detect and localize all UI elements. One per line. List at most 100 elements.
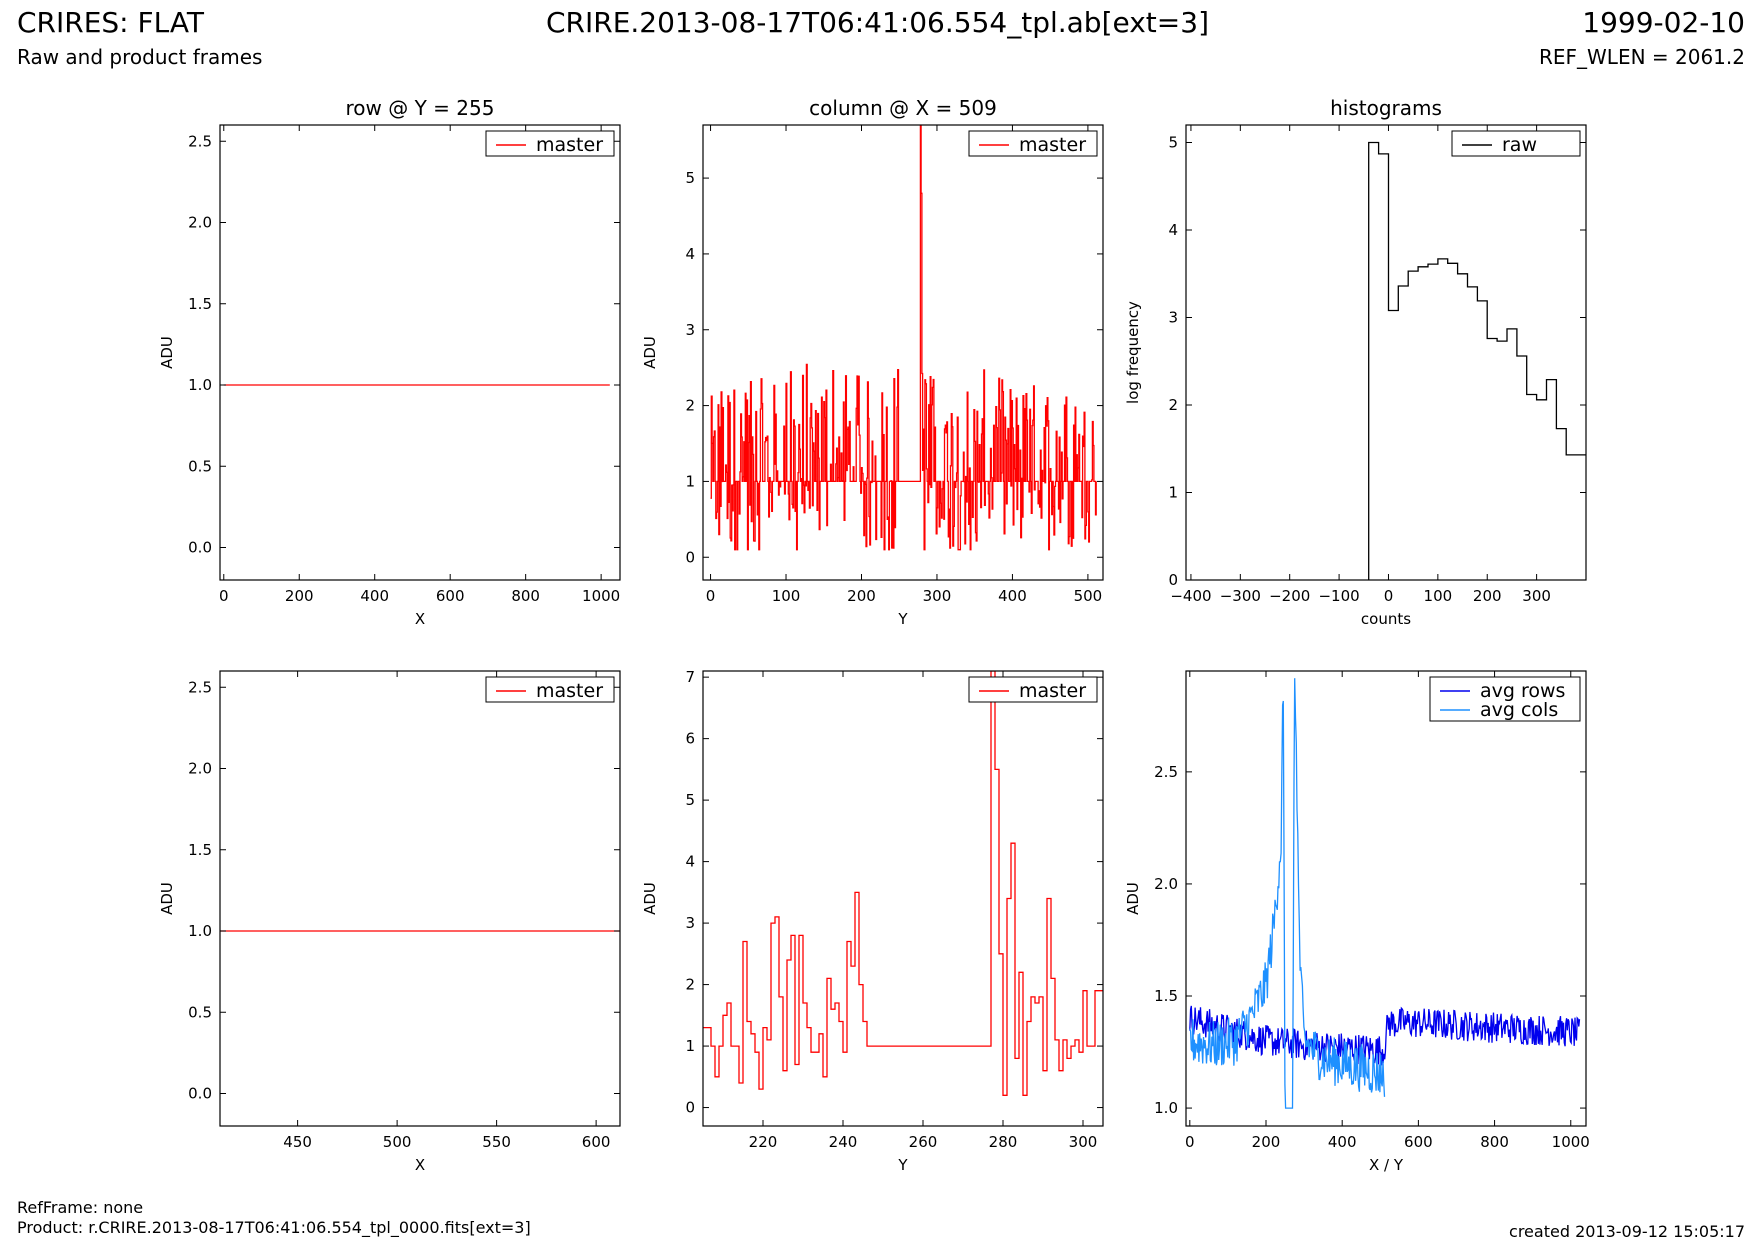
product-note: Product: r.CRIRE.2013-08-17T06:41:06.554… [17, 1218, 531, 1237]
x-axis-label: X [415, 1156, 425, 1174]
chart-title: row @ Y = 255 [346, 96, 495, 120]
y-tick-label: 1.5 [188, 295, 212, 313]
y-axis-label: ADU [158, 336, 176, 369]
plot-area [1186, 125, 1586, 580]
x-tick-label: 100 [1424, 587, 1453, 605]
created-timestamp: created 2013-09-12 15:05:17 [1509, 1222, 1745, 1241]
y-tick-label: 0 [685, 1099, 695, 1117]
plot-frame [1185, 670, 1587, 1127]
y-tick-label: 2.0 [188, 760, 212, 778]
series-line-raw [1368, 141, 1586, 580]
x-axis-label: Y [897, 1156, 908, 1174]
x-tick-label: 500 [383, 1133, 412, 1151]
x-tick-label: 300 [1522, 587, 1551, 605]
y-tick-label: 2.5 [188, 678, 212, 696]
x-tick-label: 240 [829, 1133, 858, 1151]
x-axis-label: X [415, 610, 425, 628]
chart-panel-3: −400 −300 −200 −100 0 100 200 300 0 1 2 3 4 5 histogra… [1124, 96, 1587, 628]
y-tick-label: 0 [1168, 571, 1178, 589]
report-subtitle: Raw and product frames [17, 45, 263, 69]
y-tick-label: 2 [685, 397, 695, 415]
y-tick-label: 7 [685, 668, 695, 686]
legend: master [968, 130, 1098, 157]
x-tick-label: 400 [360, 587, 389, 605]
x-tick-label: 500 [1074, 587, 1103, 605]
y-tick-label: 6 [685, 730, 695, 748]
y-axis-label: ADU [641, 882, 659, 915]
x-tick-label: 400 [998, 587, 1027, 605]
x-tick-label: 260 [909, 1133, 938, 1151]
plot-frame [219, 670, 621, 1127]
y-axis-label: ADU [1124, 882, 1142, 915]
x-tick-label: 0 [1384, 587, 1394, 605]
x-tick-label: −200 [1269, 587, 1310, 605]
plot-frame [1185, 124, 1587, 581]
y-axis-label: ADU [158, 882, 176, 915]
x-tick-label: 800 [1480, 1133, 1509, 1151]
legend: master [485, 130, 615, 157]
chart-panel-2: 0 100 200 300 400 500 0 1 2 3 4 5 column @ X = 509 Y A… [641, 96, 1104, 628]
y-axis-label: ADU [641, 336, 659, 369]
legend-label: master [536, 680, 603, 702]
y-tick-label: 3 [685, 914, 695, 932]
y-tick-label: 0.0 [188, 1085, 212, 1103]
chart-panel-5: 220 240 260 280 300 0 1 2 3 4 5 6 7 Y ADU master [641, 668, 1104, 1174]
legend-box [968, 676, 1098, 703]
chart-panel-1: 0 200 400 600 800 1000 0.0 0.5 1.0 1.5 2.0 2.5 row @… [158, 96, 621, 628]
x-axis-label: counts [1361, 610, 1411, 628]
x-tick-label: 400 [1328, 1133, 1357, 1151]
legend: raw [1451, 130, 1581, 157]
x-tick-label: 100 [772, 587, 801, 605]
legend-label: master [1019, 134, 1086, 156]
plot-area [220, 125, 620, 580]
legend-label: avg rows [1480, 680, 1565, 702]
x-tick-label: 600 [582, 1133, 611, 1151]
legend-box [485, 130, 615, 157]
x-tick-label: 550 [482, 1133, 511, 1151]
x-tick-label: 200 [1252, 1133, 1281, 1151]
y-tick-label: 1 [1168, 484, 1178, 502]
y-tick-label: 4 [685, 245, 695, 263]
legend-label: master [536, 134, 603, 156]
plot-frame [702, 124, 1104, 581]
x-tick-label: 200 [285, 587, 314, 605]
report-title: CRIRES: FLAT [17, 6, 204, 39]
series-line-avg-cols [1189, 678, 1386, 1109]
y-tick-label: 5 [685, 169, 695, 187]
x-tick-label: 600 [436, 587, 465, 605]
y-tick-label: 2 [1168, 396, 1178, 414]
series-line-master [703, 671, 1103, 1096]
ref-frame-note: RefFrame: none [17, 1198, 144, 1217]
x-tick-label: 0 [706, 587, 716, 605]
legend-box [1451, 130, 1581, 157]
chart-panel-4: 450 500 550 600 0.0 0.5 1.0 1.5 2.0 2.5 X ADU master [158, 670, 621, 1174]
y-tick-label: 3 [1168, 309, 1178, 327]
legend-label: master [1019, 680, 1086, 702]
ref-wlen: REF_WLEN = 2061.2 [1538, 45, 1745, 69]
chart-title: histograms [1330, 96, 1442, 120]
plot-area [220, 671, 620, 1126]
y-tick-label: 1.0 [188, 376, 212, 394]
y-tick-label: 4 [685, 853, 695, 871]
x-axis-label: Y [897, 610, 908, 628]
x-tick-label: 800 [511, 587, 540, 605]
y-tick-label: 1.0 [1154, 1099, 1178, 1117]
y-tick-label: 2.0 [188, 214, 212, 232]
y-tick-label: 2.5 [188, 132, 212, 150]
x-tick-label: 220 [749, 1133, 778, 1151]
x-tick-label: 0 [1185, 1133, 1195, 1151]
series-line-master [710, 125, 1097, 551]
x-tick-label: 280 [989, 1133, 1018, 1151]
x-tick-label: −100 [1318, 587, 1359, 605]
y-tick-label: 0.5 [188, 457, 212, 475]
y-tick-label: 0.5 [188, 1003, 212, 1021]
x-tick-label: 1000 [582, 587, 620, 605]
y-tick-label: 2.5 [1154, 763, 1178, 781]
plot-frame [219, 124, 621, 581]
x-tick-label: −400 [1170, 587, 1211, 605]
x-tick-label: 300 [1069, 1133, 1098, 1151]
y-tick-label: 1.5 [188, 841, 212, 859]
plot-area [703, 671, 1103, 1126]
legend: master [485, 676, 615, 703]
